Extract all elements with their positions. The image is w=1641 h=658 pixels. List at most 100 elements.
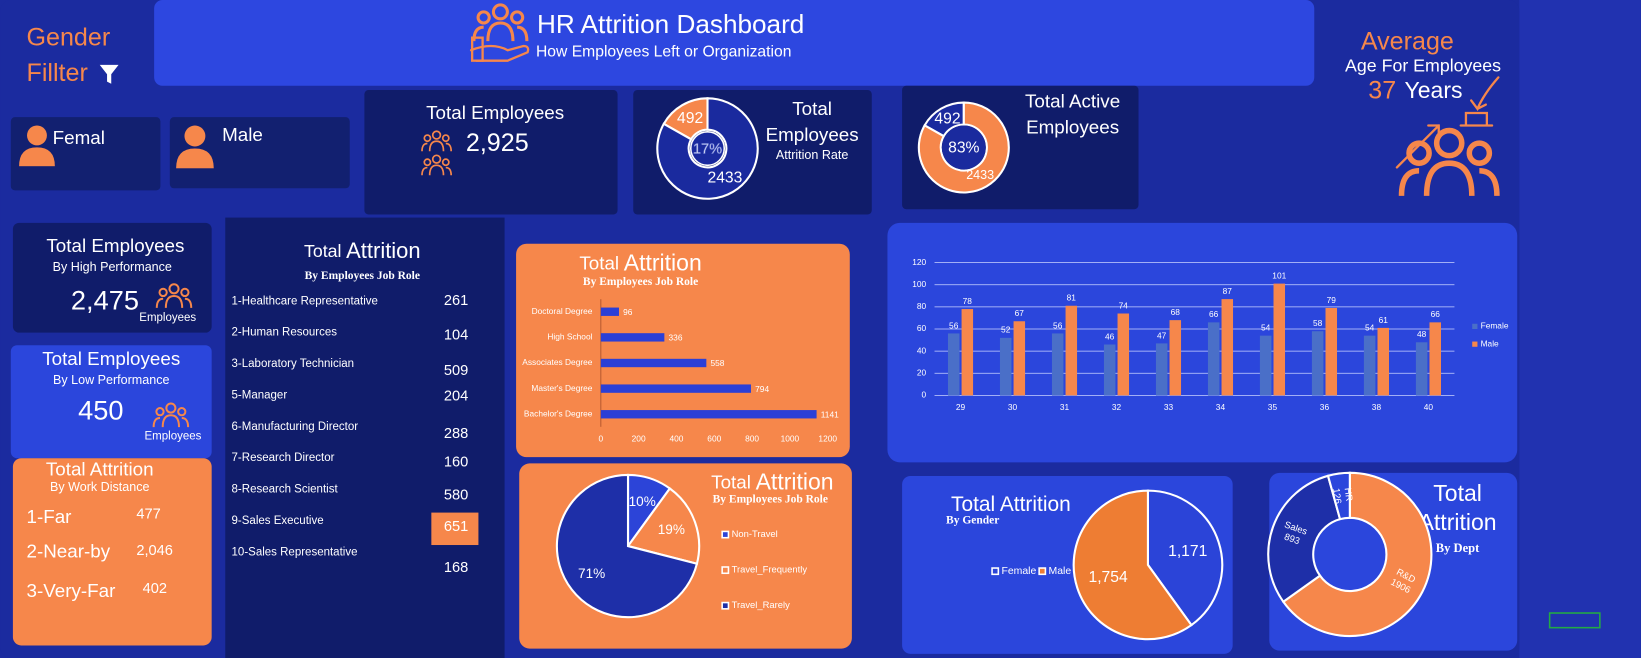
filter-option[interactable]: Male <box>222 124 263 145</box>
row-label: 1-Healthcare Representative <box>232 295 378 307</box>
bar <box>1429 322 1441 396</box>
filter-button-bg[interactable] <box>169 117 350 189</box>
x-tick-label: 36 <box>1320 402 1330 412</box>
x-tick-label: 35 <box>1268 402 1278 412</box>
kpi-value: 2,475 <box>71 285 139 316</box>
kpi-subtitle: By High Performance <box>53 260 172 274</box>
data-label: 48 <box>1417 329 1427 339</box>
bar <box>1311 331 1324 396</box>
row-label: 1-Far <box>27 506 72 527</box>
bar <box>1155 343 1168 396</box>
filter-button-bg[interactable] <box>10 117 161 191</box>
data-label: 1,754 <box>1088 569 1128 586</box>
bar <box>1207 322 1220 396</box>
title-part: Attrition <box>624 250 702 276</box>
bar <box>600 333 665 342</box>
donut-hole <box>941 125 986 170</box>
y-tick-label: High School <box>547 332 592 342</box>
bar <box>1103 344 1116 396</box>
kpi-title: Total Employees <box>46 235 184 256</box>
chart-title: Total <box>1433 480 1482 506</box>
data-label: 2433 <box>707 170 742 187</box>
data-label: 81 <box>1067 293 1077 303</box>
x-tick-label: 1200 <box>818 434 837 444</box>
kpi-panel <box>12 458 212 646</box>
x-tick-label: 38 <box>1372 402 1382 412</box>
row-value: 104 <box>444 328 468 344</box>
title-part: Attrition <box>756 468 834 494</box>
chart-title: Total Active <box>1025 90 1120 111</box>
y-tick-label: 80 <box>917 301 927 311</box>
bar <box>1377 327 1390 396</box>
bar <box>947 333 960 396</box>
row-label: 3-Laboratory Technician <box>232 358 355 370</box>
y-tick-label: 60 <box>917 323 927 333</box>
data-label: 492 <box>934 111 960 128</box>
age-icon <box>1395 76 1500 195</box>
side-strip <box>1519 0 1641 658</box>
kpi-value: 450 <box>78 394 123 425</box>
pie-slice <box>1072 489 1193 641</box>
chart-title: Employees <box>766 124 859 145</box>
filter-option[interactable]: Femal <box>53 127 105 148</box>
bar <box>1259 335 1272 396</box>
y-tick-label: 0 <box>922 390 927 400</box>
x-tick-label: 0 <box>598 434 603 444</box>
row-value: 651 <box>444 519 468 535</box>
y-tick-label: 120 <box>912 257 926 267</box>
kpi-subtitle: By Work Distance <box>50 480 149 494</box>
kpi-panel <box>364 89 618 215</box>
data-label: 61 <box>1379 315 1389 325</box>
y-tick-label: Doctoral Degree <box>532 306 593 316</box>
center-label: 83% <box>948 140 979 157</box>
y-tick-label: 100 <box>912 279 926 289</box>
filter-title: Gender <box>27 23 111 51</box>
x-tick-label: 29 <box>956 402 966 412</box>
bar <box>1415 342 1428 396</box>
row-value: 402 <box>143 581 167 597</box>
legend-label: Female <box>1481 321 1509 331</box>
row-value: 160 <box>444 454 468 470</box>
legend-label: Travel_Frequently <box>732 564 808 575</box>
x-tick-label: 400 <box>669 434 683 444</box>
bar <box>600 410 817 419</box>
row-label: 6-Manufacturing Director <box>232 421 359 433</box>
data-label: 78 <box>963 296 973 306</box>
x-tick-label: 1000 <box>781 434 800 444</box>
kpi-title: Total Employees <box>42 348 180 369</box>
x-tick-label: 30 <box>1008 402 1018 412</box>
legend-label: Non-Travel <box>732 528 778 539</box>
row-value: 477 <box>136 507 160 523</box>
row-label: 7-Research Director <box>232 452 335 464</box>
data-label: 87 <box>1223 286 1233 296</box>
row-value: 204 <box>444 388 468 404</box>
legend-swatch <box>1038 567 1047 576</box>
row-value: 168 <box>444 560 468 576</box>
chart-subtitle: By Employees Job Role <box>583 276 698 288</box>
data-label: 66 <box>1431 309 1441 319</box>
chart-title: Employees <box>1026 117 1119 138</box>
row-value: 509 <box>444 363 468 379</box>
chart-title: Total <box>792 98 832 119</box>
icon-arrow <box>1470 76 1500 112</box>
data-label: 19% <box>658 522 685 537</box>
legend-label: Male <box>1049 566 1072 577</box>
data-label: 54 <box>1365 323 1375 333</box>
filter-icon <box>99 64 119 84</box>
data-label: 46 <box>1105 331 1115 341</box>
bar <box>961 309 974 396</box>
row-label: 5-Manager <box>232 389 288 401</box>
pie-slice <box>626 487 701 566</box>
data-label: 10% <box>629 494 656 509</box>
header-subtitle: How Employees Left or Organization <box>536 43 791 60</box>
data-label: 2433 <box>966 168 994 182</box>
data-label: 56 <box>1053 320 1063 330</box>
chart-subtitle: By Gender <box>946 515 999 527</box>
legend-label: Female <box>1001 566 1036 577</box>
pie-slice <box>656 97 759 200</box>
row-value: 580 <box>444 488 468 504</box>
chart-title: Total Attrition <box>711 468 833 494</box>
chart-title: Attrition <box>1419 509 1497 535</box>
row-value: 288 <box>444 426 468 442</box>
